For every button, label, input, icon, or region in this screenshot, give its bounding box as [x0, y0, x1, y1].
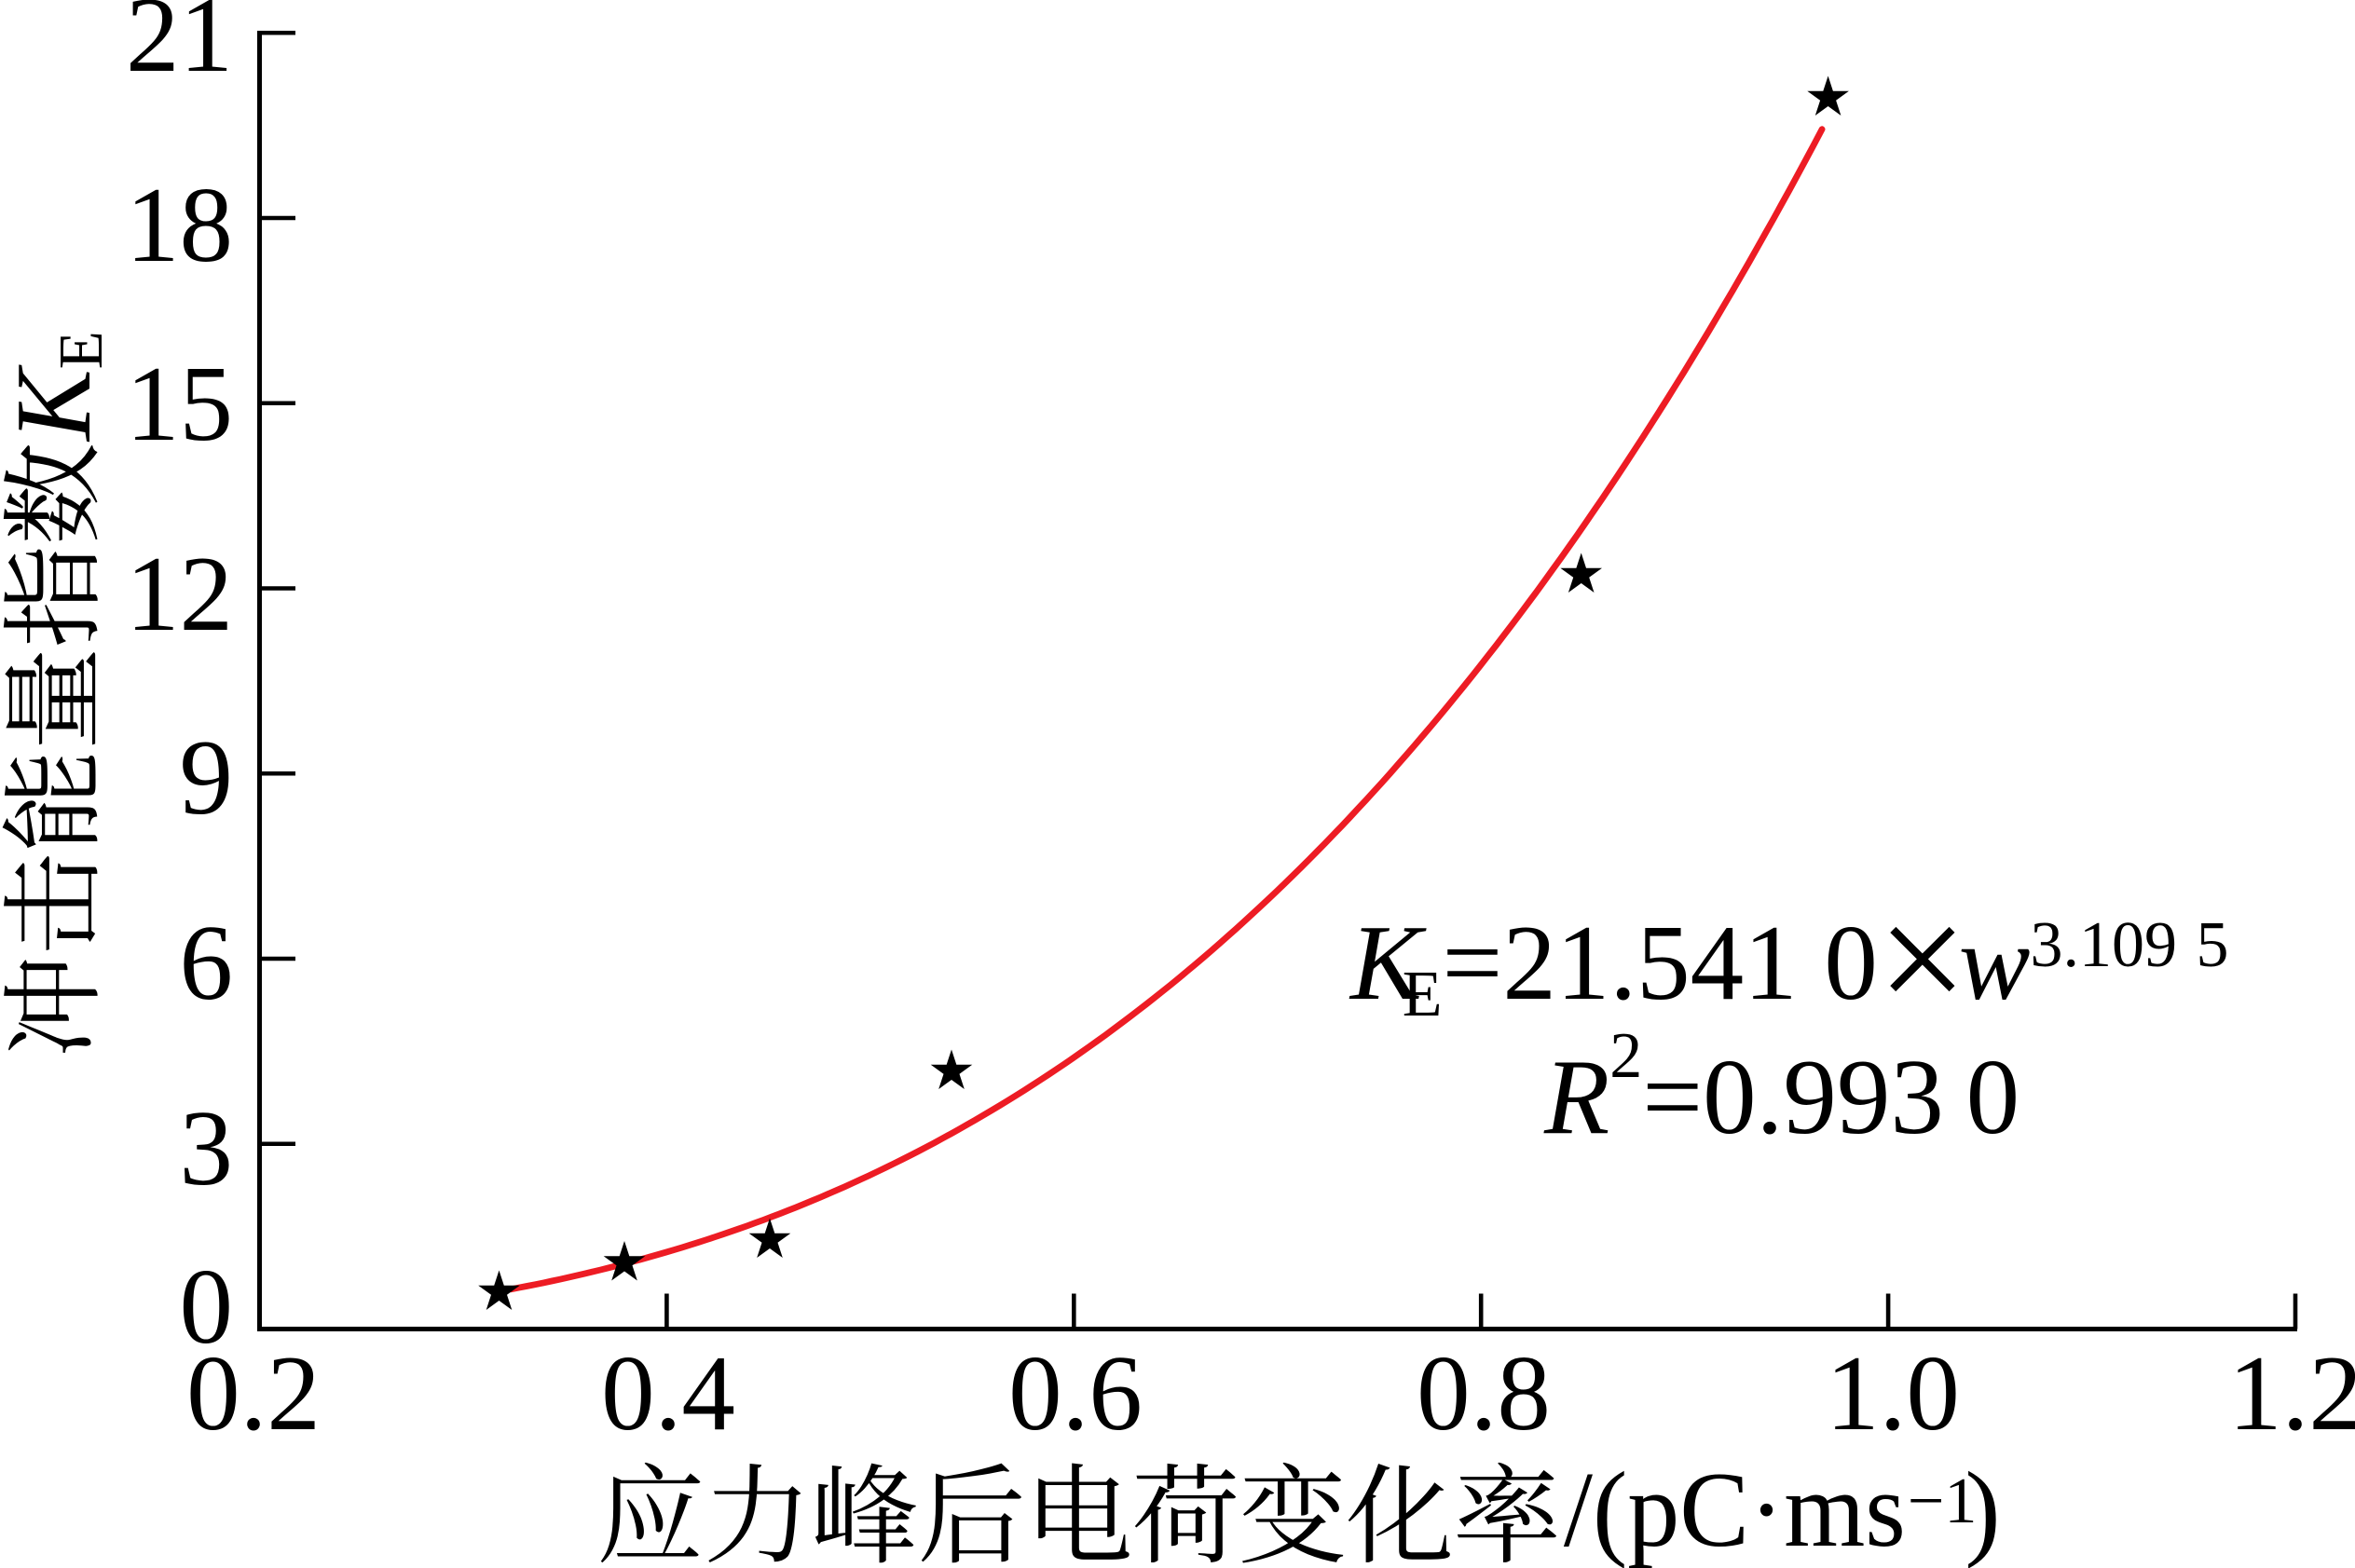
svg-text:1.2: 1.2: [2228, 1334, 2355, 1452]
svg-text:12: 12: [126, 535, 233, 653]
svg-text:R2=0.993 0: R2=0.993 0: [1543, 1020, 2020, 1156]
svg-text:0: 0: [180, 1248, 234, 1366]
svg-text:KE=21.541 0×w3.109 5: KE=21.541 0×w3.109 5: [1349, 871, 2228, 1046]
svg-text:15: 15: [126, 345, 233, 463]
svg-text:冲击能量指数KE: 冲击能量指数KE: [0, 331, 116, 1057]
svg-text:1.0: 1.0: [1826, 1334, 1960, 1452]
svg-text:9: 9: [180, 718, 234, 837]
svg-text:0.2: 0.2: [186, 1334, 321, 1452]
svg-text:0.4: 0.4: [601, 1334, 735, 1452]
svg-text:6: 6: [180, 904, 234, 1022]
svg-text:应力峰后电荷变化率/(pC·ms−1): 应力峰后电荷变化率/(pC·ms−1): [596, 1451, 2001, 1568]
svg-text:0.8: 0.8: [1417, 1334, 1551, 1452]
svg-text:3: 3: [180, 1089, 234, 1207]
svg-text:21: 21: [126, 0, 233, 94]
svg-text:0.6: 0.6: [1008, 1334, 1143, 1452]
svg-text:18: 18: [126, 166, 233, 284]
